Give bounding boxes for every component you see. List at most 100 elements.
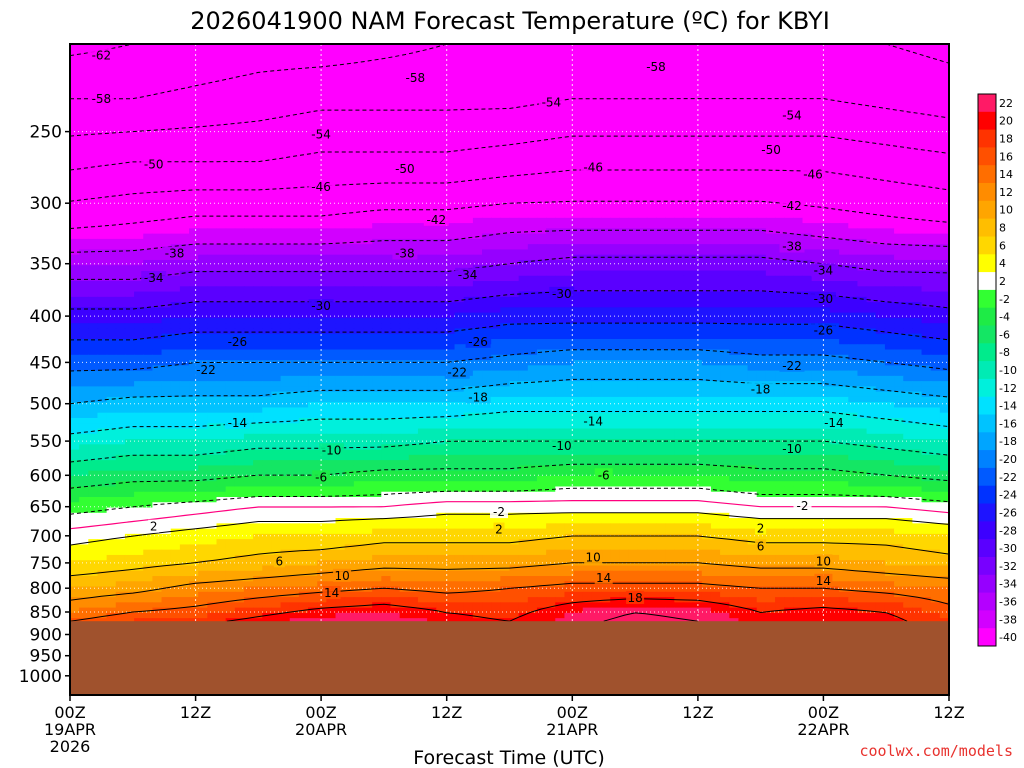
field-cell (326, 86, 337, 93)
field-cell (674, 75, 685, 82)
field-cell (88, 86, 99, 93)
field-cell (628, 59, 639, 66)
field-cell (97, 312, 108, 319)
field-cell (674, 44, 685, 50)
field-cell (463, 107, 474, 114)
field-cell (546, 175, 556, 182)
field-cell (134, 296, 144, 303)
field-cell (820, 212, 831, 219)
field-cell (298, 228, 309, 235)
field-cell (143, 212, 154, 219)
field-cell (848, 302, 859, 308)
field-cell (198, 186, 208, 193)
field-cell (710, 238, 721, 245)
field-cell (683, 44, 694, 50)
field-cell (482, 286, 492, 293)
field-cell (353, 191, 364, 198)
field-cell (189, 302, 199, 308)
field-cell (692, 49, 703, 56)
field-cell (656, 49, 666, 56)
field-cell (921, 265, 932, 272)
field-cell (124, 296, 135, 303)
field-cell (710, 175, 721, 182)
field-cell (189, 244, 199, 251)
field-cell (500, 49, 511, 56)
field-cell (472, 180, 483, 187)
field-cell (601, 281, 611, 287)
field-cell (399, 202, 410, 208)
field-cell (161, 165, 172, 172)
field-cell (298, 159, 309, 166)
field-cell (445, 101, 456, 108)
field-cell (738, 275, 749, 282)
field-cell (124, 49, 135, 56)
field-cell (491, 175, 501, 182)
field-cell (353, 133, 364, 140)
field-cell (134, 270, 144, 277)
field-cell (298, 44, 309, 50)
field-cell (765, 212, 776, 219)
field-cell (189, 91, 199, 98)
field-cell (344, 202, 355, 208)
field-cell (335, 138, 346, 145)
field-cell (784, 265, 794, 272)
field-cell (619, 86, 630, 93)
field-cell (610, 180, 620, 187)
field-cell (225, 44, 236, 50)
field-cell (189, 117, 199, 124)
field-cell (198, 49, 208, 56)
field-cell (536, 107, 547, 114)
field-cell (729, 80, 740, 87)
field-cell (225, 123, 236, 129)
field-cell (472, 112, 483, 119)
field-cell (756, 249, 767, 256)
field-cell (683, 244, 694, 251)
field-cell (646, 117, 657, 124)
field-cell (903, 196, 913, 203)
field-cell (207, 254, 218, 261)
field-cell (710, 96, 721, 103)
field-cell (573, 54, 584, 61)
field-cell (463, 254, 474, 261)
field-cell (536, 286, 547, 293)
field-cell (601, 212, 611, 219)
field-cell (509, 170, 520, 177)
field-cell (106, 86, 117, 93)
field-cell (445, 228, 456, 235)
field-cell (124, 223, 135, 229)
field-cell (591, 296, 602, 303)
field-cell (829, 91, 840, 98)
field-cell (756, 123, 767, 129)
field-cell (820, 275, 831, 282)
field-cell (70, 307, 80, 314)
field-cell (436, 307, 447, 314)
field-cell (536, 196, 547, 203)
field-cell (436, 244, 447, 251)
field-cell (161, 70, 172, 77)
field-cell (417, 249, 428, 256)
field-cell (591, 202, 602, 208)
field-cell (930, 196, 941, 203)
field-cell (152, 244, 163, 251)
field-cell (363, 312, 373, 319)
field-cell (912, 196, 923, 203)
field-cell (820, 59, 831, 66)
field-cell (207, 138, 218, 145)
field-cell (472, 286, 483, 293)
field-cell (326, 223, 337, 229)
field-cell (161, 265, 172, 272)
field-cell (564, 302, 575, 308)
field-cell (939, 238, 949, 245)
field-cell (390, 54, 401, 61)
field-cell (280, 70, 291, 77)
field-cell (353, 259, 364, 266)
field-cell (189, 207, 199, 214)
field-cell (884, 144, 895, 150)
field-cell (601, 101, 611, 108)
field-cell (189, 101, 199, 108)
field-cell (802, 238, 813, 245)
field-cell (97, 144, 108, 150)
field-cell (555, 170, 566, 177)
field-cell (601, 223, 611, 229)
field-cell (646, 312, 657, 319)
